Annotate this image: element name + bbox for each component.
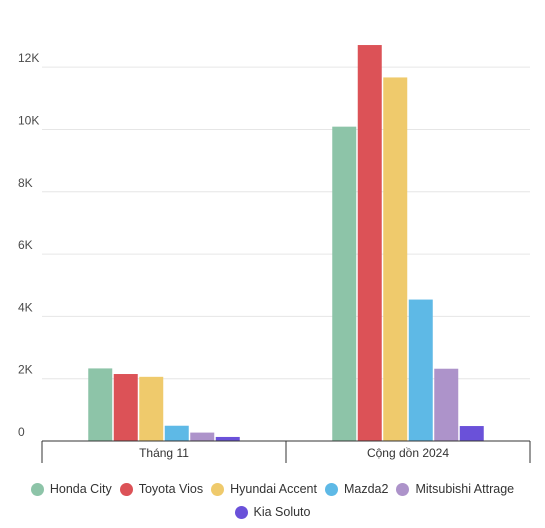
bar-3-2[interactable] [383,77,408,441]
legend-item-mazda2[interactable]: Mazda2 [324,482,389,496]
legend-row-1: Honda City Toyota Vios Hyundai Accent Ma… [0,479,545,499]
bar-3-1[interactable] [139,376,164,441]
legend-marker-kia-soluto [234,505,248,519]
y-tick-label: 10K [18,113,39,127]
bar-2-1[interactable] [113,374,138,441]
legend-item-honda-city[interactable]: Honda City [30,482,112,496]
y-tick-label: 6K [18,238,33,252]
legend-marker-hyundai-accent [211,482,225,496]
legend-item-hyundai-accent[interactable]: Hyundai Accent [211,482,317,496]
bar-2-2[interactable] [357,45,382,442]
bar-1-1[interactable] [88,368,113,441]
y-tick-label: 2K [18,363,33,377]
legend-marker-mazda2 [324,482,338,496]
bars [88,45,484,442]
y-tick-label: 4K [18,300,33,314]
legend-item-toyota-vios[interactable]: Toyota Vios [119,482,204,496]
legend-label-hyundai-accent: Hyundai Accent [230,482,317,496]
bar-5-1[interactable] [190,432,215,441]
bar-chart: 0 2K 4K 6K 8K 10K 12K Tháng 11 Cộng dồn 2024 [18,45,531,463]
bar-4-2[interactable] [408,299,433,441]
legend-item-kia-soluto[interactable]: Kia Soluto [234,505,311,519]
y-tick-label: 0 [18,425,25,439]
gridlines [42,66,530,380]
x-category-label: Tháng 11 [139,446,189,460]
x-axis: Tháng 11 Cộng dồn 2024 [41,441,531,463]
legend-row-2: Kia Soluto [0,502,545,522]
legend-label-toyota-vios: Toyota Vios [138,482,204,496]
bar-5-2[interactable] [434,368,459,441]
y-tick-label: 8K [18,176,33,190]
legend-marker-mitsubishi-attrage [396,482,410,496]
legend-label-honda-city: Honda City [49,482,112,496]
legend-item-mitsubishi-attrage[interactable]: Mitsubishi Attrage [396,482,514,496]
legend-marker-honda-city [30,482,44,496]
bar-6-2[interactable] [459,426,484,441]
y-tick-label: 12K [18,51,39,65]
bar-4-1[interactable] [164,425,189,441]
bar-6-1[interactable] [215,436,240,441]
bar-1-2[interactable] [332,126,357,442]
y-axis: 0 2K 4K 6K 8K 10K 12K [18,51,39,439]
legend: Honda City Toyota Vios Hyundai Accent Ma… [0,479,545,525]
legend-label-kia-soluto: Kia Soluto [253,505,311,519]
x-category-label: Cộng dồn 2024 [367,446,449,460]
legend-label-mitsubishi-attrage: Mitsubishi Attrage [415,482,515,496]
legend-marker-toyota-vios [119,482,133,496]
legend-label-mazda2: Mazda2 [343,482,389,496]
